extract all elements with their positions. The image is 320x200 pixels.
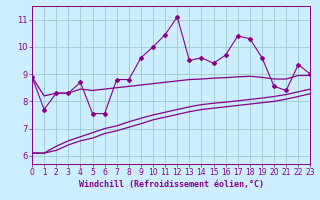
X-axis label: Windchill (Refroidissement éolien,°C): Windchill (Refroidissement éolien,°C): [79, 180, 264, 189]
